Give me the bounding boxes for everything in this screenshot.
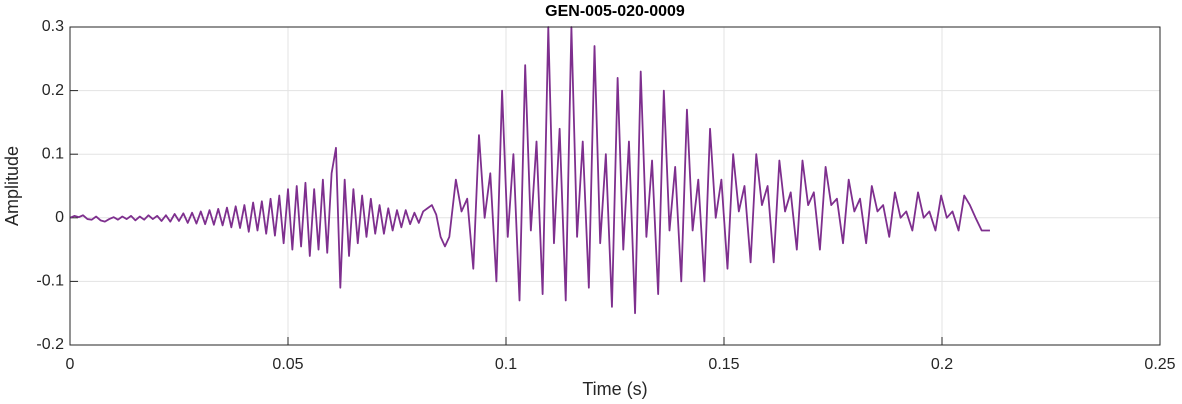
waveform-line <box>69 26 990 315</box>
y-tick-label: 0.2 <box>42 82 64 99</box>
axes-box <box>69 26 1161 346</box>
y-tick-label: -0.1 <box>36 273 64 290</box>
x-tick-label: 0.05 <box>272 356 303 373</box>
y-tick-label: -0.2 <box>36 336 64 353</box>
x-axis-label: Time (s) <box>582 379 647 399</box>
y-tick-label: 0 <box>55 209 64 226</box>
x-tick-label: 0.25 <box>1144 356 1175 373</box>
plot <box>69 26 990 315</box>
x-tick-label: 0 <box>66 356 75 373</box>
x-tick-label: 0.2 <box>931 356 953 373</box>
y-tick-label: 0.3 <box>42 18 64 35</box>
y-axis-label: Amplitude <box>2 146 22 226</box>
x-tick-label: 0.1 <box>495 356 517 373</box>
chart-title: GEN-005-020-0009 <box>545 3 685 20</box>
x-tick-label: 0.15 <box>708 356 739 373</box>
y-tick-label: 0.1 <box>42 145 64 162</box>
